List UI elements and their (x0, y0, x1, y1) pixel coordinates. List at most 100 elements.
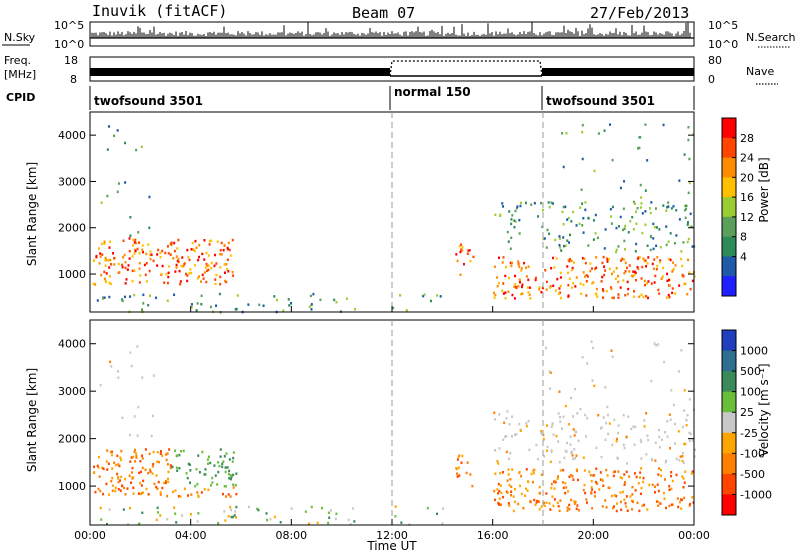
data-cell (247, 303, 250, 306)
data-cell (646, 262, 649, 265)
data-cell (179, 495, 182, 498)
data-cell (108, 246, 111, 249)
data-cell (635, 222, 638, 226)
data-cell (98, 475, 101, 478)
data-cell (145, 261, 148, 265)
data-cell (648, 207, 651, 210)
data-cell (521, 292, 524, 295)
data-cell (548, 370, 551, 373)
data-cell (610, 222, 613, 225)
data-cell (521, 283, 524, 286)
data-cell (640, 206, 643, 209)
data-cell (682, 461, 685, 465)
data-cell (174, 449, 177, 452)
data-cell (494, 213, 497, 217)
data-cell (572, 415, 575, 418)
data-cell (533, 468, 536, 472)
data-cell (562, 236, 565, 239)
data-cell (525, 422, 528, 425)
data-cell (666, 272, 669, 276)
data-cell (113, 263, 116, 266)
data-cell (229, 474, 232, 477)
data-cell (501, 289, 504, 292)
data-cell (215, 262, 218, 265)
data-cell (596, 482, 599, 486)
data-cell (141, 457, 144, 460)
data-cell (185, 272, 188, 276)
data-cell (530, 203, 533, 206)
data-cell (532, 471, 535, 475)
data-cell (549, 460, 552, 464)
data-cell (144, 448, 147, 451)
data-cell (190, 306, 193, 309)
data-cell (636, 501, 639, 505)
data-cell (583, 275, 586, 278)
data-cell (545, 492, 548, 495)
power-heatmap (92, 123, 696, 314)
data-cell (213, 264, 216, 268)
data-cell (226, 246, 229, 250)
data-cell (619, 500, 622, 504)
data-cell (143, 263, 146, 267)
data-cell (117, 370, 120, 373)
data-cell (466, 461, 469, 464)
data-cell (493, 489, 496, 493)
data-cell (129, 216, 132, 219)
data-cell (684, 216, 687, 220)
data-cell (273, 515, 276, 519)
data-cell (684, 442, 687, 446)
data-cell (628, 270, 631, 273)
data-cell (108, 281, 111, 285)
velocity-colorbar-label: Velocity [m s⁻¹] (757, 363, 771, 456)
data-cell (593, 169, 596, 173)
data-cell (510, 490, 513, 493)
data-cell (686, 414, 689, 417)
data-cell (156, 451, 159, 454)
data-cell (568, 277, 571, 281)
data-cell (130, 364, 133, 368)
data-cell (692, 501, 695, 504)
data-cell (257, 508, 260, 512)
data-cell (605, 506, 608, 509)
data-cell (562, 468, 565, 472)
data-cell (573, 434, 576, 437)
data-cell (269, 518, 272, 521)
data-cell (457, 466, 460, 469)
data-cell (102, 467, 105, 471)
data-cell (586, 275, 589, 278)
nave-label: Nave (746, 65, 774, 78)
colorbar-swatch (722, 412, 736, 434)
data-cell (616, 502, 619, 505)
data-cell (504, 435, 507, 438)
data-cell (156, 506, 159, 510)
data-cell (629, 495, 632, 498)
data-cell (335, 301, 338, 304)
data-cell (141, 466, 144, 470)
data-cell (524, 266, 527, 269)
data-cell (590, 267, 593, 270)
data-cell (151, 472, 154, 475)
data-cell (635, 475, 638, 479)
data-cell (634, 425, 637, 429)
data-cell (223, 279, 226, 283)
data-cell (662, 266, 665, 270)
data-cell (513, 297, 516, 300)
data-cell (655, 344, 658, 347)
data-cell (619, 491, 622, 494)
data-cell (604, 269, 607, 272)
data-cell (641, 231, 644, 235)
data-cell (468, 249, 471, 252)
data-cell (691, 496, 694, 499)
data-cell (625, 435, 628, 439)
data-cell (211, 476, 214, 480)
data-cell (531, 480, 534, 484)
data-cell (595, 287, 598, 291)
data-cell (631, 493, 634, 496)
data-cell (214, 253, 217, 257)
data-cell (159, 514, 162, 517)
data-cell (439, 295, 442, 298)
data-cell (198, 255, 201, 259)
data-cell (310, 308, 313, 311)
data-cell (207, 455, 210, 459)
data-cell (177, 257, 180, 261)
